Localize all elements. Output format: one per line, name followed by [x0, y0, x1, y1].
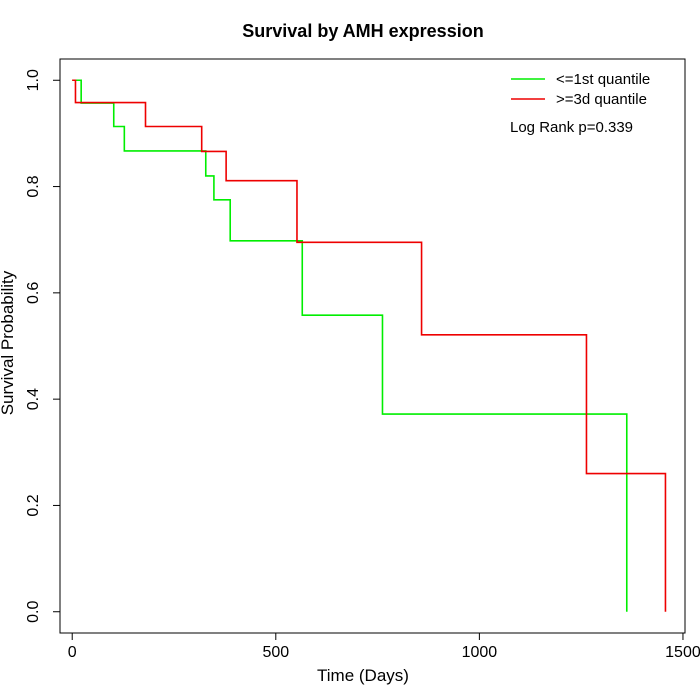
x-tick-label: 1500 [665, 644, 700, 661]
y-tick-label: 0.6 [25, 282, 42, 304]
series-lines [72, 79, 667, 612]
log-rank-annotation: Log Rank p=0.339 [510, 119, 633, 136]
y-tick-label: 0.4 [25, 388, 42, 410]
survival-curve-2 [72, 79, 667, 612]
legend-label: <=1st quantile [556, 71, 650, 88]
x-tick-label: 500 [262, 644, 289, 661]
x-axis-label: Time (Days) [317, 666, 409, 685]
y-tick-label: 0.2 [25, 494, 42, 516]
legend: <=1st quantile >=3d quantile [511, 71, 650, 108]
plot-frame [59, 58, 686, 634]
y-tick-label: 1.0 [25, 69, 42, 91]
survival-curve-1 [72, 79, 628, 612]
legend-label: >=3d quantile [556, 91, 647, 108]
x-tick-label: 0 [68, 644, 77, 661]
chart-title: Survival by AMH expression [242, 21, 483, 41]
y-axis: 0.0 0.2 0.4 0.6 0.8 1.0 [25, 69, 61, 623]
y-tick-label: 0.0 [25, 601, 42, 623]
x-tick-label: 1000 [462, 644, 498, 661]
x-axis: 0 500 1000 1500 [68, 632, 700, 661]
y-tick-label: 0.8 [25, 175, 42, 197]
y-axis-label: Survival Probability [0, 270, 17, 415]
